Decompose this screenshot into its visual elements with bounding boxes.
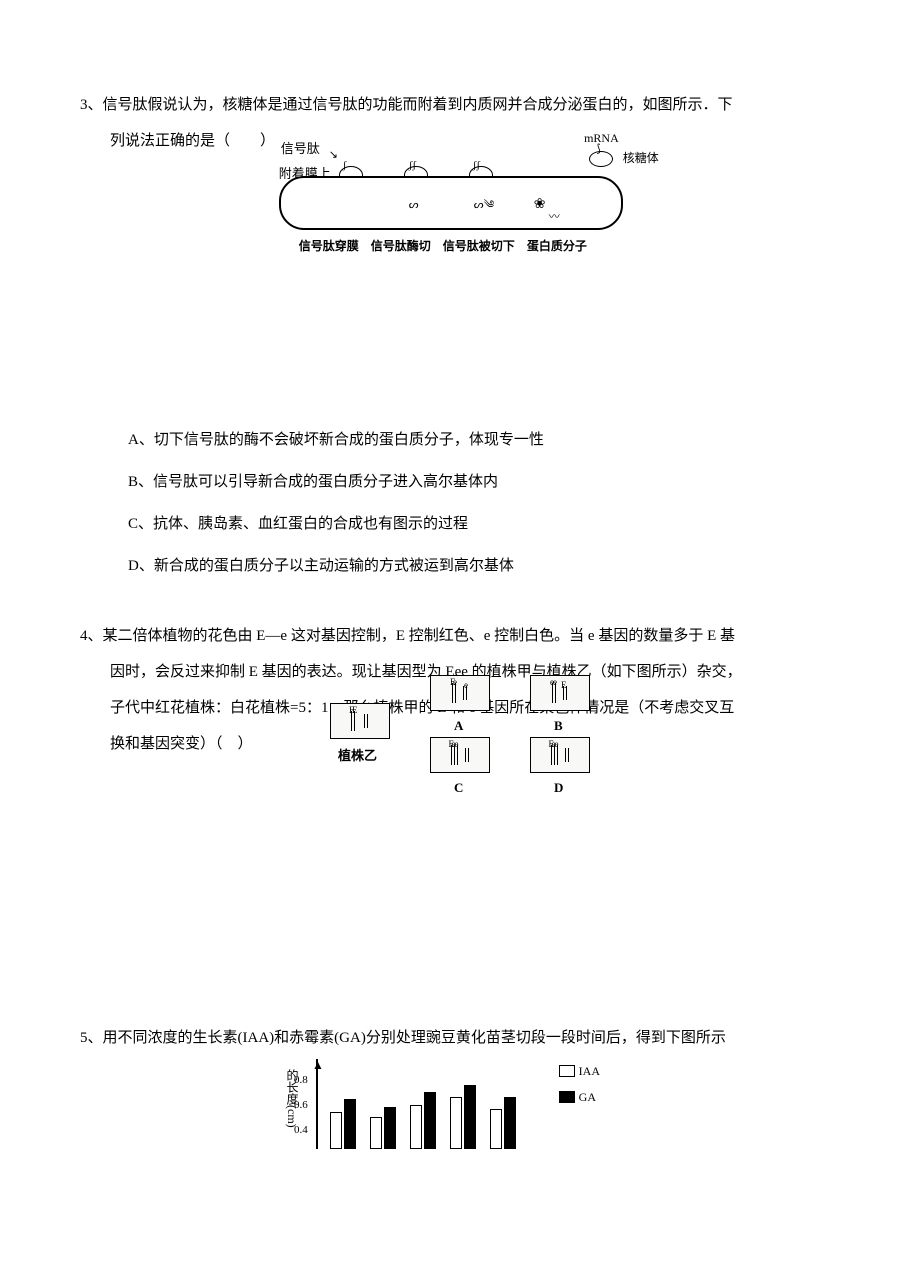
q4-line1: 4、某二倍体植物的花色由 E—e 这对基因控制，E 控制红色、e 控制白色。当 … — [80, 621, 830, 651]
q3-text2: 列说法正确的是（ ） — [110, 133, 275, 149]
inner-1: ᔕ — [409, 194, 419, 216]
q3-line2: 列说法正确的是（ ） mRNA ⟆ 核糖体 信号肽 ↘ 附着膜上 ʃ → ʃʃ … — [80, 126, 830, 267]
q3-option-c: C、抗体、胰岛素、血红蛋白的合成也有图示的过程 — [80, 509, 830, 539]
bl-2: 信号肽酶切 — [371, 234, 431, 258]
chart-bar — [504, 1097, 516, 1149]
bl-3: 信号肽被切下 — [443, 234, 515, 258]
chart-bar — [330, 1112, 342, 1149]
opt-letter-d: D、 — [128, 558, 154, 574]
q4-text1: 某二倍体植物的花色由 E—e 这对基因控制，E 控制红色、e 控制白色。当 e … — [103, 628, 735, 644]
ribosome-label: 核糖体 — [623, 146, 659, 170]
q4-number: 4、 — [80, 628, 103, 644]
tick-06: 0.6 — [294, 1094, 308, 1116]
opt-text-a: 切下信号肽的酶不会破坏新合成的蛋白质分子，体现专一性 — [154, 432, 544, 448]
legend-ga: GA — [559, 1085, 600, 1109]
legend-text-ga: GA — [579, 1085, 596, 1109]
bottom-labels: 信号肽穿膜 信号肽酶切 信号肽被切下 蛋白质分子 — [299, 234, 659, 258]
q5-line1: 5、用不同浓度的生长素(IAA)和赤霉素(GA)分别处理豌豆黄化苗茎切段一段时间… — [80, 1023, 830, 1053]
chart-bar — [370, 1117, 382, 1149]
legend-box-ga — [559, 1091, 575, 1103]
er-body — [279, 176, 623, 230]
inner-3: ❀ — [534, 191, 546, 219]
chart-bar — [450, 1097, 462, 1149]
legend-text-iaa: IAA — [579, 1059, 600, 1083]
box-d: Eee — [530, 737, 590, 773]
thread-3: ʃʃ — [473, 154, 480, 176]
bl-1: 信号肽穿膜 — [299, 234, 359, 258]
y-arrow-icon: ▲ — [312, 1053, 324, 1077]
chart-bar — [424, 1092, 436, 1149]
chart-bar — [410, 1105, 422, 1149]
exam-page: 3、信号肽假说认为，核糖体是通过信号肽的功能而附着到内质网并合成分泌蛋白的，如图… — [0, 0, 920, 1169]
caption-yi: 植株乙 — [338, 743, 377, 769]
opt-letter-c: C、 — [128, 516, 153, 532]
q3-line1: 3、信号肽假说认为，核糖体是通过信号肽的功能而附着到内质网并合成分泌蛋白的，如图… — [80, 90, 830, 120]
legend-iaa: IAA — [559, 1059, 600, 1083]
caption-d: D — [554, 775, 563, 801]
y-axis — [316, 1059, 318, 1149]
genotype-diagram: EE 植株乙 Ee e A ee E B — [330, 675, 620, 815]
chart-bar — [344, 1099, 356, 1149]
question-3: 3、信号肽假说认为，核糖体是通过信号肽的功能而附着到内质网并合成分泌蛋白的，如图… — [80, 90, 830, 581]
opt-text-c: 抗体、胰岛素、血红蛋白的合成也有图示的过程 — [153, 516, 468, 532]
inner-4: 〰 — [549, 206, 560, 228]
opt-text-b: 信号肽可以引导新合成的蛋白质分子进入高尔基体内 — [153, 474, 498, 490]
chart-bar — [384, 1107, 396, 1149]
opt-letter-a: A、 — [128, 432, 154, 448]
spacer-2 — [80, 823, 830, 983]
thread-2: ʃʃ — [409, 154, 416, 176]
q3-option-b: B、信号肽可以引导新合成的蛋白质分子进入高尔基体内 — [80, 467, 830, 497]
spacer — [80, 273, 830, 413]
inner-2: ᔕ༄ — [474, 194, 494, 216]
mrna-label: mRNA — [584, 126, 619, 150]
question-4: 4、某二倍体植物的花色由 E—e 这对基因控制，E 控制红色、e 控制白色。当 … — [80, 621, 830, 983]
iaa-ga-chart: ▲ 的长度(cm) 0.8 0.6 0.4 IAA GA — [280, 1059, 600, 1149]
legend-box-iaa — [559, 1065, 575, 1077]
box-c: Eee — [430, 737, 490, 773]
q3-option-a: A、切下信号肽的酶不会破坏新合成的蛋白质分子，体现专一性 — [80, 425, 830, 455]
signal-peptide-label: 信号肽 — [281, 136, 320, 162]
box-a: Ee e — [430, 675, 490, 711]
chart-legend: IAA GA — [559, 1059, 600, 1111]
q4-text4: 换和基因突变）（ ） — [110, 736, 253, 752]
opt-letter-b: B、 — [128, 474, 153, 490]
q3-number: 3、 — [80, 97, 103, 113]
tick-08: 0.8 — [294, 1069, 308, 1091]
tick-04: 0.4 — [294, 1119, 308, 1141]
q5-number: 5、 — [80, 1030, 103, 1046]
q3-text1: 信号肽假说认为，核糖体是通过信号肽的功能而附着到内质网并合成分泌蛋白的，如图所示… — [103, 97, 733, 113]
chart-bar — [490, 1109, 502, 1149]
chart-bar — [464, 1085, 476, 1149]
q3-option-d: D、新合成的蛋白质分子以主动运输的方式被运到高尔基体 — [80, 551, 830, 581]
thread-1: ʃ — [343, 154, 347, 176]
ribosome-icon — [589, 151, 613, 167]
bl-4: 蛋白质分子 — [527, 234, 587, 258]
question-5: 5、用不同浓度的生长素(IAA)和赤霉素(GA)分别处理豌豆黄化苗茎切段一段时间… — [80, 1023, 830, 1149]
q5-text1: 用不同浓度的生长素(IAA)和赤霉素(GA)分别处理豌豆黄化苗茎切段一段时间后，… — [103, 1030, 726, 1046]
box-yi: EE — [330, 703, 390, 739]
opt-text-d: 新合成的蛋白质分子以主动运输的方式被运到高尔基体 — [154, 558, 514, 574]
signal-peptide-diagram: mRNA ⟆ 核糖体 信号肽 ↘ 附着膜上 ʃ → ʃʃ → ʃʃ → — [279, 126, 659, 256]
caption-c: C — [454, 775, 463, 801]
box-b: ee E — [530, 675, 590, 711]
